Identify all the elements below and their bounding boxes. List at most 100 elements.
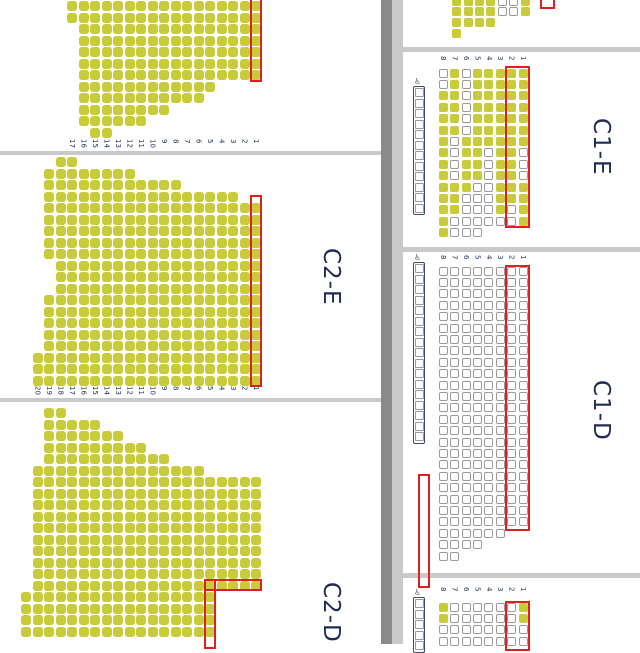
seat[interactable] xyxy=(438,460,448,470)
seat[interactable] xyxy=(484,289,494,299)
seat[interactable] xyxy=(484,403,494,413)
seat[interactable] xyxy=(472,193,482,203)
seat[interactable] xyxy=(484,182,494,192)
seat[interactable] xyxy=(507,602,517,612)
seat[interactable] xyxy=(518,448,528,458)
seat[interactable] xyxy=(495,471,505,481)
wheelchair-seat[interactable] xyxy=(415,172,424,181)
seat[interactable] xyxy=(438,391,448,401)
seat[interactable] xyxy=(450,266,460,276)
seat[interactable] xyxy=(507,483,517,493)
seat[interactable] xyxy=(484,448,494,458)
seat[interactable] xyxy=(472,613,482,623)
seat[interactable] xyxy=(507,517,517,527)
wheelchair-seat[interactable] xyxy=(415,306,424,315)
seat[interactable] xyxy=(484,426,494,436)
seat[interactable] xyxy=(438,625,448,635)
seat[interactable] xyxy=(495,391,505,401)
wheelchair-seat[interactable] xyxy=(415,295,424,305)
seat[interactable] xyxy=(472,414,482,424)
seat[interactable] xyxy=(495,625,505,635)
wheelchair-seat[interactable] xyxy=(415,182,424,192)
seat[interactable] xyxy=(484,346,494,356)
seat[interactable] xyxy=(484,636,494,646)
seat[interactable] xyxy=(472,357,482,367)
seat[interactable] xyxy=(472,636,482,646)
seat[interactable] xyxy=(495,414,505,424)
seat[interactable] xyxy=(438,380,448,390)
seat[interactable] xyxy=(461,426,471,436)
wheelchair-seat[interactable] xyxy=(415,390,424,399)
seat[interactable] xyxy=(484,369,494,379)
wheelchair-seat[interactable] xyxy=(415,98,424,108)
seat[interactable] xyxy=(438,528,448,538)
seat[interactable] xyxy=(450,136,460,146)
seat[interactable] xyxy=(495,334,505,344)
seat[interactable] xyxy=(484,625,494,635)
seat[interactable] xyxy=(450,505,460,515)
seat[interactable] xyxy=(518,426,528,436)
wheelchair-seat[interactable] xyxy=(415,609,424,619)
seat[interactable] xyxy=(472,277,482,287)
seat[interactable] xyxy=(450,391,460,401)
seat[interactable] xyxy=(484,216,494,226)
seat[interactable] xyxy=(472,483,482,493)
seat[interactable] xyxy=(472,391,482,401)
seat[interactable] xyxy=(507,323,517,333)
seat[interactable] xyxy=(450,380,460,390)
seat[interactable] xyxy=(497,7,507,17)
seat[interactable] xyxy=(461,228,471,238)
seat[interactable] xyxy=(472,602,482,612)
wheelchair-seat[interactable] xyxy=(415,130,424,139)
seat[interactable] xyxy=(450,216,460,226)
seat[interactable] xyxy=(472,323,482,333)
seat[interactable] xyxy=(438,636,448,646)
seat[interactable] xyxy=(461,528,471,538)
seat[interactable] xyxy=(484,613,494,623)
seat[interactable] xyxy=(472,182,482,192)
seat[interactable] xyxy=(450,357,460,367)
seat[interactable] xyxy=(472,426,482,436)
seat[interactable] xyxy=(472,334,482,344)
seat[interactable] xyxy=(484,148,494,158)
seat[interactable] xyxy=(518,300,528,310)
seat[interactable] xyxy=(497,0,507,6)
seat[interactable] xyxy=(495,380,505,390)
seat[interactable] xyxy=(484,602,494,612)
seat[interactable] xyxy=(484,483,494,493)
seat[interactable] xyxy=(495,517,505,527)
seat[interactable] xyxy=(472,228,482,238)
seat[interactable] xyxy=(518,471,528,481)
seat[interactable] xyxy=(507,300,517,310)
seat[interactable] xyxy=(495,448,505,458)
wheelchair-seat[interactable] xyxy=(415,432,424,441)
seat[interactable] xyxy=(438,414,448,424)
seat[interactable] xyxy=(507,414,517,424)
seat[interactable] xyxy=(507,334,517,344)
seat[interactable] xyxy=(495,357,505,367)
seat[interactable] xyxy=(495,528,505,538)
seat[interactable] xyxy=(472,528,482,538)
seat[interactable] xyxy=(507,448,517,458)
seat[interactable] xyxy=(438,79,448,89)
seat[interactable] xyxy=(507,346,517,356)
seat[interactable] xyxy=(461,517,471,527)
seat[interactable] xyxy=(507,426,517,436)
seat[interactable] xyxy=(472,205,482,215)
seat[interactable] xyxy=(450,437,460,447)
seat[interactable] xyxy=(507,312,517,322)
seat[interactable] xyxy=(472,494,482,504)
seat[interactable] xyxy=(450,448,460,458)
seat[interactable] xyxy=(507,505,517,515)
seat[interactable] xyxy=(461,540,471,550)
seat[interactable] xyxy=(518,357,528,367)
seat[interactable] xyxy=(518,505,528,515)
seat[interactable] xyxy=(461,216,471,226)
seat[interactable] xyxy=(472,540,482,550)
seat[interactable] xyxy=(518,312,528,322)
seat[interactable] xyxy=(450,148,460,158)
seat[interactable] xyxy=(450,494,460,504)
seat[interactable] xyxy=(438,369,448,379)
seat[interactable] xyxy=(438,68,448,78)
seat[interactable] xyxy=(484,505,494,515)
